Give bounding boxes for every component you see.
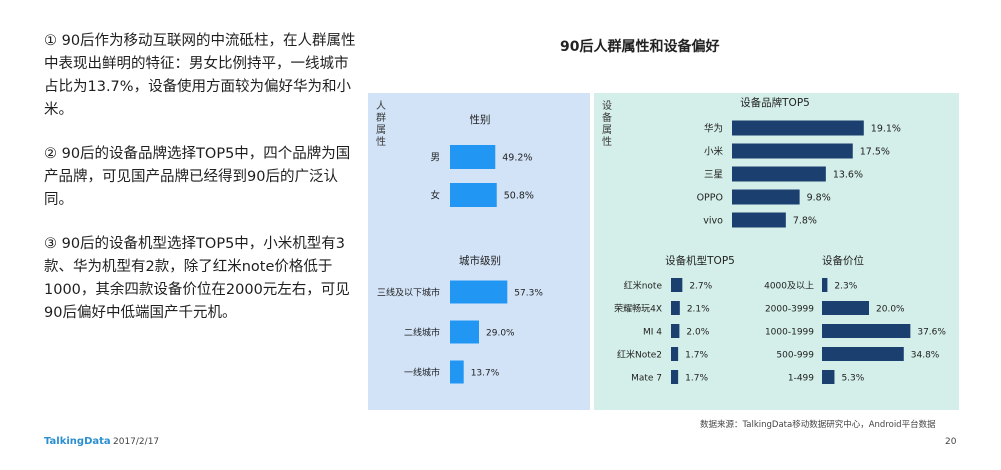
- category-label: 2000-3999: [765, 305, 814, 315]
- value-label: 37.6%: [917, 328, 946, 338]
- bar: [671, 278, 683, 292]
- value-label: 1.7%: [685, 351, 708, 361]
- bar: [671, 301, 680, 315]
- talkingdata-logo: TalkingData: [44, 436, 111, 447]
- category-label: 红米note: [624, 280, 663, 292]
- bar: [732, 189, 800, 205]
- bar: [450, 280, 508, 304]
- summary-paragraph-3: ③ 90后的设备机型选择TOP5中，小米机型有3款、华为机型有2款，除了红米no…: [44, 236, 350, 321]
- value-label: 2.7%: [689, 282, 712, 292]
- bar: [732, 120, 864, 136]
- chart-title-1: 城市级别: [459, 254, 501, 267]
- chart-title-4: 设备价位: [822, 254, 864, 267]
- value-label: 9.8%: [807, 193, 831, 204]
- footer-date: 2017/2/17: [113, 437, 160, 447]
- category-label: 华为: [704, 123, 723, 135]
- value-label: 13.7%: [471, 369, 500, 379]
- bar: [822, 370, 835, 384]
- category-label: Mate 7: [631, 374, 662, 384]
- chart-title-0: 性别: [470, 113, 491, 126]
- main-title: 90后人群属性和设备偏好: [560, 39, 720, 55]
- category-label: 男: [430, 153, 440, 164]
- bar: [822, 347, 904, 361]
- value-label: 7.8%: [793, 216, 817, 227]
- bar: [450, 183, 497, 207]
- value-label: 2.1%: [687, 305, 710, 315]
- category-label: 小米: [704, 146, 724, 158]
- bar: [732, 143, 853, 159]
- category-label: 4000及以上: [764, 281, 814, 292]
- summary-paragraph-1: ① 90后作为移动互联网的中流砥柱，在人群属性中表现出鲜明的特征：男女比例持平，…: [44, 33, 356, 118]
- bar: [671, 347, 679, 361]
- bar: [450, 145, 496, 169]
- bar: [450, 320, 479, 344]
- value-label: 57.3%: [514, 289, 543, 299]
- bar: [732, 166, 826, 182]
- bar: [822, 301, 869, 315]
- value-label: 5.3%: [841, 374, 864, 384]
- value-label: 2.0%: [686, 328, 709, 338]
- page-number: 20: [945, 437, 957, 447]
- category-label: vivo: [703, 216, 723, 227]
- category-label: 500-999: [776, 351, 814, 361]
- chart-title-3: 设备机型TOP5: [665, 254, 735, 267]
- bar: [822, 278, 828, 292]
- crowd-attributes-label: 人群属性: [376, 101, 386, 148]
- value-label: 34.8%: [911, 351, 940, 361]
- value-label: 29.0%: [486, 329, 515, 339]
- bar: [450, 360, 464, 384]
- category-label: 二线城市: [404, 327, 440, 339]
- data-source: 数据来源：TalkingData移动数据研究中心，Android平台数据: [700, 420, 936, 430]
- chart-title-2: 设备品牌TOP5: [740, 96, 810, 109]
- value-label: 13.6%: [833, 170, 863, 181]
- device-attributes-label: 设备属性: [602, 101, 612, 148]
- value-label: 1.7%: [685, 374, 708, 384]
- bar: [671, 324, 680, 338]
- value-label: 49.2%: [502, 153, 532, 164]
- value-label: 2.3%: [834, 282, 857, 292]
- category-label: 荣耀畅玩4X: [614, 303, 662, 315]
- value-label: 17.5%: [860, 147, 890, 158]
- category-label: 三线及以下城市: [377, 287, 440, 299]
- summary-paragraph-2: ② 90后的设备品牌选择TOP5中，四个品牌为国产品牌，可见国产品牌已经得到90…: [44, 146, 351, 208]
- value-label: 50.8%: [504, 191, 534, 202]
- value-label: 20.0%: [876, 305, 905, 315]
- category-label: OPPO: [697, 193, 723, 204]
- bar: [732, 212, 786, 228]
- category-label: 1000-1999: [765, 328, 814, 338]
- category-label: 女: [430, 190, 440, 202]
- bar: [822, 324, 911, 338]
- category-label: 1-499: [788, 374, 814, 384]
- value-label: 19.1%: [871, 124, 901, 135]
- bar: [671, 370, 679, 384]
- category-label: 三星: [704, 170, 723, 181]
- summary-text: ① 90后作为移动互联网的中流砥柱，在人群属性中表现出鲜明的特征：男女比例持平，…: [44, 30, 362, 346]
- category-label: MI 4: [643, 328, 662, 338]
- category-label: 红米Note2: [617, 349, 662, 361]
- category-label: 一线城市: [404, 367, 440, 379]
